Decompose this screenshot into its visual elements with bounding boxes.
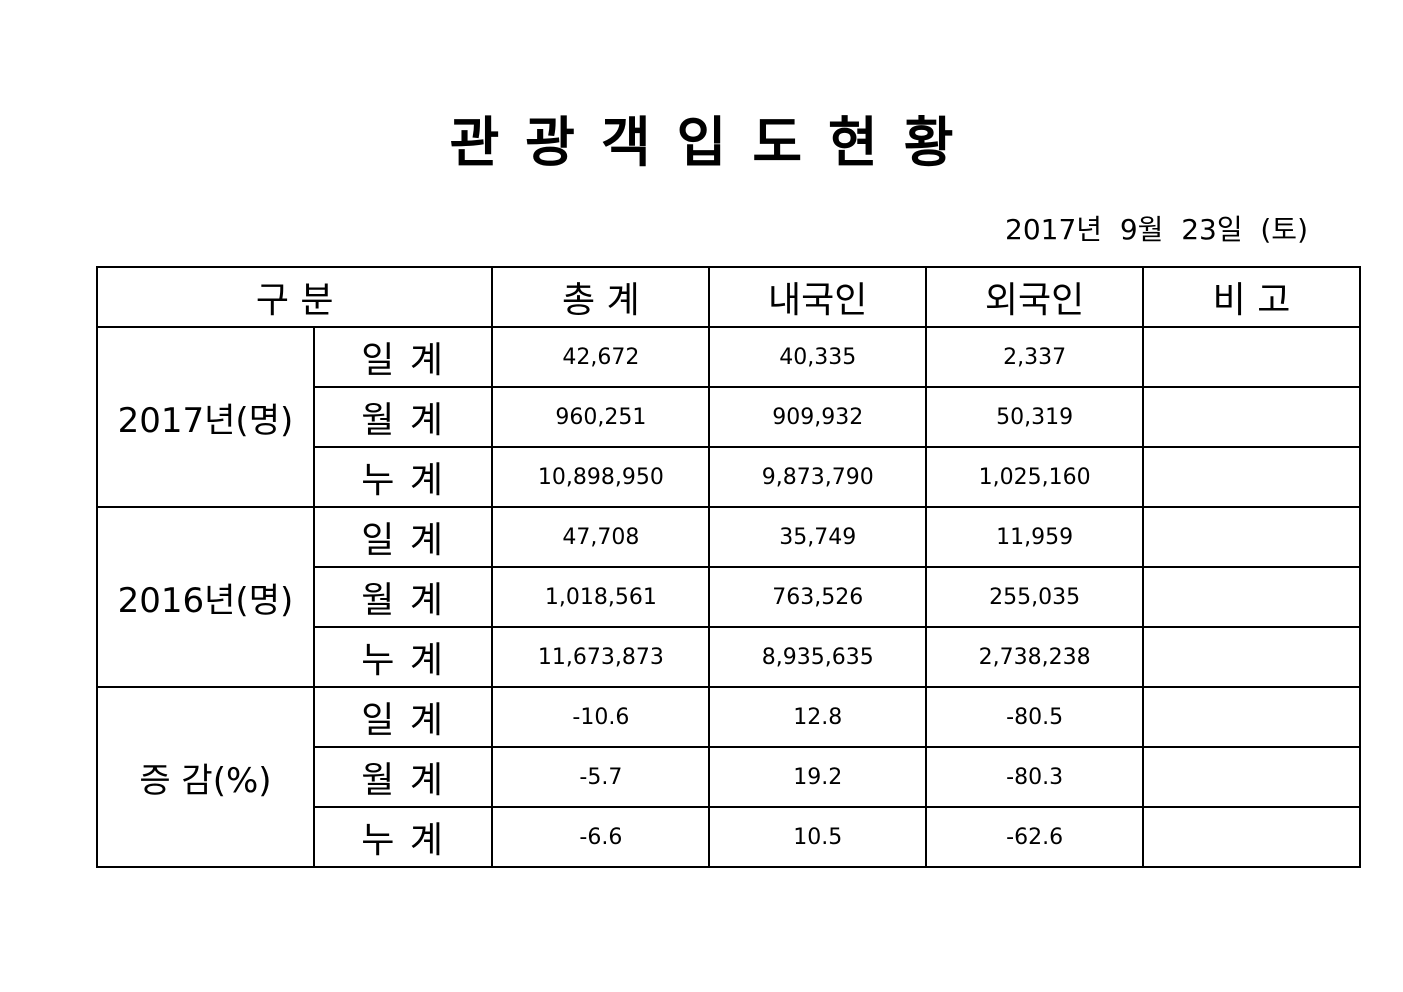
cell-foreign: 1,025,160: [925, 446, 1145, 508]
cell-foreign: 2,738,238: [925, 626, 1145, 688]
report-date: 2017년 9월 23일 (토): [1005, 213, 1308, 246]
document-title: 관광객입도현황: [449, 111, 980, 174]
cell-foreign: 255,035: [925, 566, 1145, 628]
header-foreign: 외국인: [925, 266, 1145, 328]
table-row: 누 계 11,673,873 8,935,635 2,738,238: [97, 626, 1361, 688]
cell-total: 11,673,873: [491, 626, 711, 688]
cell-total: 10,898,950: [491, 446, 711, 508]
row-label-cumulative: 누 계: [312, 446, 494, 508]
cell-note: [1142, 746, 1361, 808]
cell-domestic: 8,935,635: [708, 626, 928, 688]
table-row: 월 계 1,018,561 763,526 255,035: [97, 566, 1361, 628]
cell-total: -6.6: [491, 806, 711, 868]
row-label-monthly: 월 계: [312, 386, 494, 448]
row-label-cumulative: 누 계: [312, 626, 494, 688]
header-note: 비 고: [1142, 266, 1361, 328]
table-row: 누 계 -6.6 10.5 -62.6: [97, 806, 1361, 868]
cell-total: 1,018,561: [491, 566, 711, 628]
cell-domestic: 40,335: [708, 326, 928, 388]
cell-foreign: 2,337: [925, 326, 1145, 388]
cell-note: [1142, 506, 1361, 568]
cell-domestic: 10.5: [708, 806, 928, 868]
cell-foreign: -62.6: [925, 806, 1145, 868]
cell-note: [1142, 326, 1361, 388]
table-row: 월 계 960,251 909,932 50,319: [97, 386, 1361, 448]
cell-note: [1142, 686, 1361, 748]
cell-note: [1142, 806, 1361, 868]
cell-foreign: -80.5: [925, 686, 1145, 748]
cell-note: [1142, 626, 1361, 688]
row-label-monthly: 월 계: [312, 746, 494, 808]
cell-domestic: 763,526: [708, 566, 928, 628]
table-row: 2016년(명) 일 계 47,708 35,749 11,959: [96, 506, 1361, 688]
cell-domestic: 19.2: [708, 746, 928, 808]
row-label-daily: 일 계: [312, 686, 494, 748]
cell-domestic: 35,749: [708, 506, 928, 568]
row-label-daily: 일 계: [312, 326, 494, 388]
cell-total: -10.6: [491, 686, 711, 748]
cell-domestic: 909,932: [708, 386, 928, 448]
cell-note: [1142, 566, 1361, 628]
group-label-2017: 2017년(명): [96, 326, 315, 508]
row-label-daily: 일 계: [312, 506, 494, 568]
cell-foreign: 11,959: [925, 506, 1145, 568]
header-total: 총 계: [491, 266, 711, 328]
cell-foreign: -80.3: [925, 746, 1145, 808]
cell-note: [1142, 386, 1361, 448]
row-label-monthly: 월 계: [312, 566, 494, 628]
cell-domestic: 9,873,790: [708, 446, 928, 508]
cell-total: 47,708: [491, 506, 711, 568]
table-row: 누 계 10,898,950 9,873,790 1,025,160: [97, 446, 1361, 508]
cell-domestic: 12.8: [708, 686, 928, 748]
group-label-2016: 2016년(명): [96, 506, 315, 688]
group-label-change-percent: 증 감(%): [96, 686, 315, 868]
table-row: 증 감(%) 일 계 -10.6 12.8 -80.5: [96, 686, 1361, 868]
cell-total: -5.7: [491, 746, 711, 808]
cell-total: 960,251: [491, 386, 711, 448]
cell-note: [1142, 446, 1361, 508]
table-row: 월 계 -5.7 19.2 -80.3: [97, 746, 1361, 808]
table-header-row: 구 분 총 계 내국인 외국인 비 고: [95, 266, 1361, 328]
header-category: 구 분: [95, 266, 494, 328]
row-label-cumulative: 누 계: [312, 806, 494, 868]
cell-foreign: 50,319: [925, 386, 1145, 448]
header-domestic: 내국인: [708, 266, 928, 328]
cell-total: 42,672: [491, 326, 711, 388]
table-row: 2017년(명) 일 계 42,672 40,335 2,337: [96, 326, 1361, 508]
tourist-arrivals-table: 구 분 총 계 내국인 외국인 비 고 2017년(명) 일 계 42,672 …: [95, 266, 1361, 868]
